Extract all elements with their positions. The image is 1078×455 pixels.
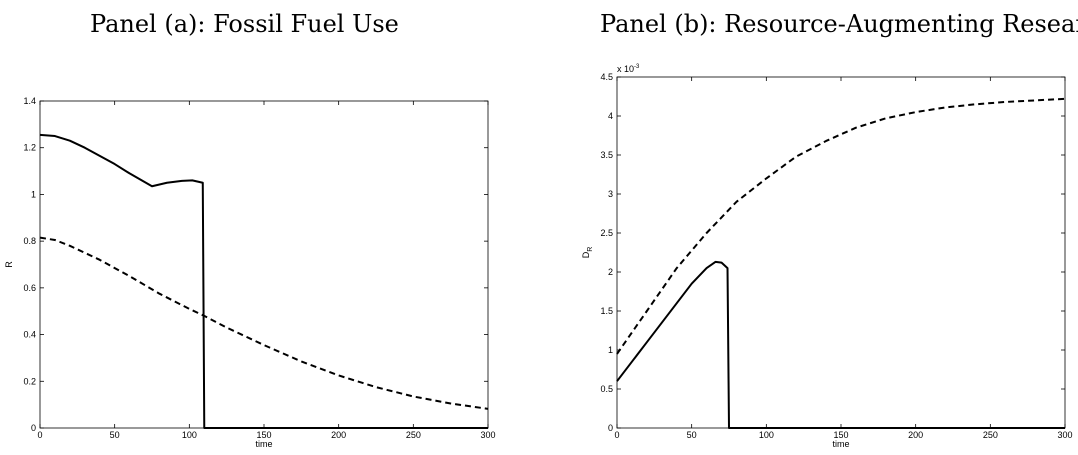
panel-b-series-dashed-line — [616, 97, 1066, 355]
y-tick-label: 0 — [31, 423, 36, 433]
y-tick-label: 2.5 — [600, 228, 613, 238]
y-tick-label: 0.6 — [23, 283, 36, 293]
y-axis-label-subscript: R — [587, 247, 594, 252]
panel-b-frame — [616, 76, 1066, 429]
panel-a-series-dashed-line — [39, 236, 489, 410]
panel-a-title: Panel (a): Fossil Fuel Use — [90, 10, 399, 38]
y-axis-label: DR — [581, 247, 594, 259]
y-tick-label: 0 — [608, 423, 613, 433]
x-axis-label: time — [832, 439, 849, 449]
x-tick-label: 150 — [256, 430, 271, 440]
y-tick-label: 2 — [608, 267, 613, 277]
panel-b-chart: 0 50 100 150 200 250 300 0 0.5 1 1.5 2 2.5 3 3.5 4 4.5 ti… — [581, 64, 1073, 449]
y-tick-label: 1 — [608, 345, 613, 355]
x-tick-label: 0 — [37, 430, 42, 440]
x-tick-label: 300 — [1057, 430, 1072, 440]
y-tick-label: 0.2 — [23, 376, 36, 386]
y-axis-multiplier: x 10-3 — [617, 64, 640, 74]
x-tick-label: 150 — [833, 430, 848, 440]
y-tick-label: 1 — [31, 189, 36, 199]
panel-b-title: Panel (b): Resource-Augmenting Researc — [600, 10, 1078, 38]
x-tick-label: 100 — [182, 430, 197, 440]
x-tick-label: 100 — [759, 430, 774, 440]
x-tick-label: 200 — [331, 430, 346, 440]
panel-b-series-solid-line — [616, 260, 1065, 429]
y-tick-label: 4.5 — [600, 72, 613, 82]
y-tick-label: 4 — [608, 111, 613, 121]
y-tick-label: 0.4 — [23, 330, 36, 340]
x-tick-label: 300 — [480, 430, 495, 440]
x-tick-label: 50 — [110, 430, 120, 440]
y-tick-label: 3 — [608, 189, 613, 199]
y-tick-label: 1.5 — [600, 306, 613, 316]
panel-a-series-solid-line — [39, 133, 488, 429]
panel-a-chart: 0 50 100 150 200 250 300 0 0.2 0.4 0.6 0.8 1 1.2 1.4 ti… — [4, 96, 496, 449]
x-tick-label: 50 — [687, 430, 697, 440]
x-tick-label: 200 — [908, 430, 923, 440]
x-tick-label: 250 — [983, 430, 998, 440]
x-tick-label: 0 — [614, 430, 619, 440]
y-tick-label: 1.4 — [23, 96, 36, 106]
y-tick-label: 0.5 — [600, 384, 613, 394]
y-tick-label: 1.2 — [23, 143, 36, 153]
y-tick-label: 0.8 — [23, 236, 36, 246]
y-axis-multiplier-exponent: -3 — [634, 64, 640, 70]
x-axis-label: time — [255, 439, 272, 449]
y-tick-label: 3.5 — [600, 150, 613, 160]
y-axis-label: R — [4, 261, 14, 268]
x-tick-label: 250 — [406, 430, 421, 440]
